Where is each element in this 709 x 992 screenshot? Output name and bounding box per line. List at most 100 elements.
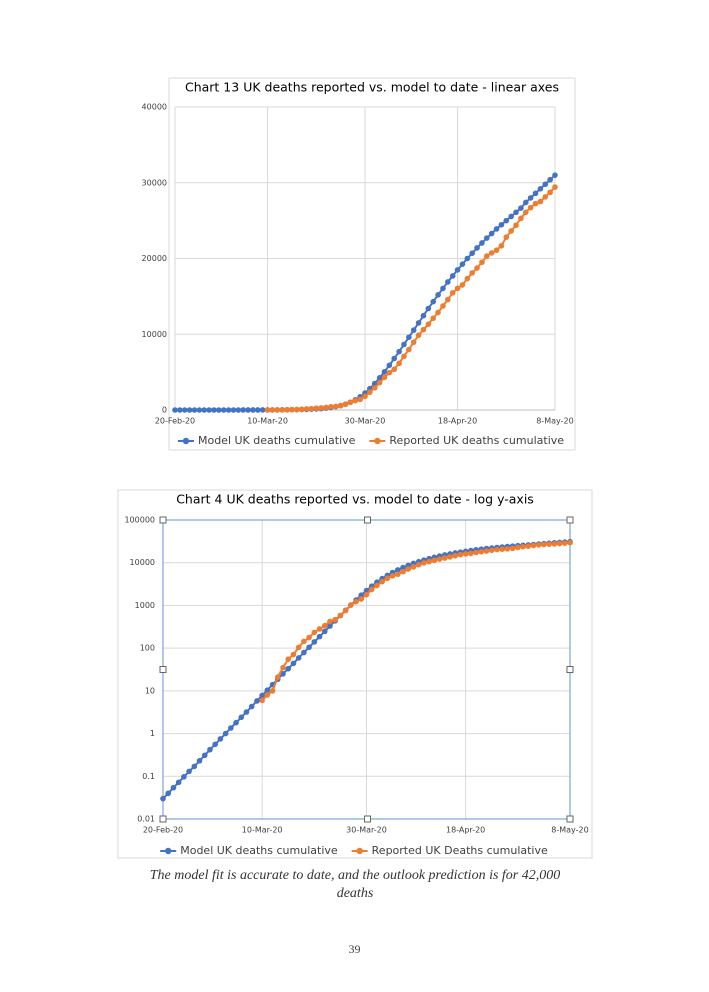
data-point: [264, 687, 271, 693]
data-point: [165, 790, 172, 797]
data-point: [313, 405, 320, 412]
y-tick-label: 10: [145, 686, 155, 695]
data-point: [509, 545, 516, 552]
chart-frame: [168, 77, 576, 451]
data-point: [483, 548, 490, 554]
selection-handle: [566, 516, 574, 524]
y-tick-label: 1000: [135, 601, 155, 610]
data-point: [513, 209, 519, 216]
data-point: [285, 656, 292, 663]
selection-handle: [159, 815, 167, 823]
data-point: [160, 795, 166, 802]
legend-label: Model UK deaths cumulative: [198, 434, 356, 447]
data-point: [358, 596, 365, 602]
data-point: [503, 234, 510, 240]
data-point: [395, 567, 401, 573]
data-point: [435, 292, 441, 298]
data-point: [284, 406, 290, 413]
data-point: [421, 560, 427, 566]
data-point: [436, 556, 443, 562]
x-tick-label: 10-Mar-20: [242, 826, 283, 835]
data-point: [522, 199, 529, 206]
data-point: [259, 407, 266, 413]
data-point: [255, 407, 261, 413]
data-point: [488, 547, 495, 554]
data-point: [332, 403, 339, 410]
data-point: [389, 573, 396, 579]
data-point: [406, 346, 412, 353]
data-point: [513, 222, 519, 229]
data-point: [306, 634, 312, 641]
data-point: [556, 540, 563, 547]
legend-marker: [356, 847, 363, 855]
data-point: [371, 380, 378, 387]
data-point: [401, 341, 407, 348]
data-point: [327, 623, 333, 629]
y-tick-label: 0.01: [137, 815, 155, 824]
data-point: [347, 399, 354, 406]
data-point: [454, 285, 461, 292]
data-point: [400, 568, 406, 575]
data-point: [425, 321, 432, 327]
data-point: [358, 592, 365, 598]
data-point: [447, 554, 453, 560]
data-point: [567, 539, 573, 546]
data-point: [396, 360, 402, 367]
data-point: [535, 542, 542, 548]
data-point: [328, 404, 334, 410]
data-point: [508, 228, 514, 234]
data-point: [285, 665, 292, 672]
data-point: [207, 746, 213, 753]
data-point: [211, 407, 217, 413]
data-point: [420, 326, 427, 333]
data-point: [290, 651, 297, 658]
legend-marker: [165, 847, 172, 855]
data-point: [381, 374, 388, 381]
data-point: [464, 275, 471, 282]
data-point: [201, 407, 208, 413]
data-point: [504, 546, 511, 552]
data-point: [552, 172, 558, 178]
data-point: [321, 628, 328, 635]
data-point: [410, 564, 417, 570]
data-point: [494, 546, 500, 553]
data-point: [420, 312, 427, 319]
data-point: [342, 607, 349, 614]
data-point: [362, 393, 368, 400]
data-point: [332, 616, 338, 623]
data-point: [353, 598, 359, 605]
data-point: [498, 221, 505, 228]
x-tick-label: 10-Mar-20: [247, 417, 288, 426]
data-point: [379, 578, 385, 585]
data-point: [274, 674, 281, 680]
data-point: [552, 184, 558, 190]
data-point: [301, 649, 307, 656]
data-point: [400, 564, 406, 571]
y-tick-label: 0.1: [142, 772, 155, 781]
x-tick-label: 30-Mar-20: [345, 417, 386, 426]
y-tick-label: 0: [162, 406, 167, 415]
data-point: [459, 282, 466, 288]
chart-frame: [117, 489, 593, 859]
data-point: [474, 265, 480, 271]
data-point: [181, 407, 188, 413]
data-point: [289, 406, 295, 413]
data-point: [488, 230, 495, 237]
data-point: [235, 407, 242, 413]
data-point: [493, 247, 500, 254]
data-point: [367, 389, 373, 395]
data-point: [243, 709, 250, 715]
data-point: [250, 407, 256, 413]
data-point: [415, 332, 422, 338]
data-point: [191, 763, 198, 770]
data-point: [316, 633, 323, 640]
data-point: [410, 339, 417, 345]
x-tick-label: 8-May-20: [551, 826, 588, 835]
data-point: [352, 397, 359, 404]
data-point: [230, 407, 237, 413]
data-point: [186, 768, 192, 775]
x-tick-label: 18-Apr-20: [446, 826, 485, 835]
data-point: [295, 644, 302, 651]
y-tick-label: 1: [150, 729, 155, 738]
data-point: [191, 407, 198, 413]
